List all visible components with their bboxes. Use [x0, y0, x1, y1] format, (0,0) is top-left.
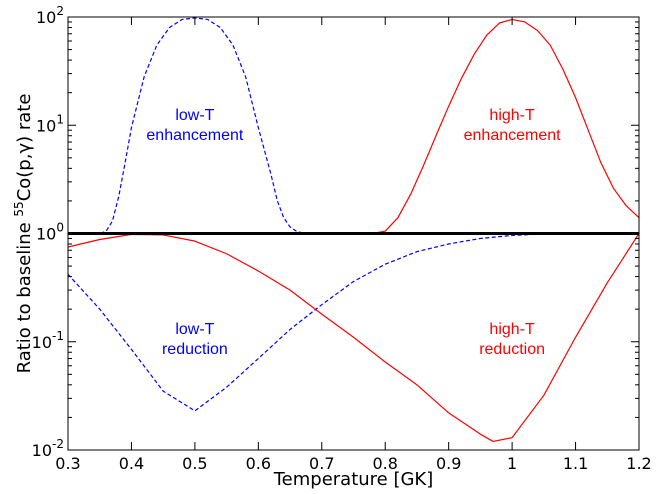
annotation-low-t-enhancement: low-T enhancement: [146, 107, 244, 144]
x-tick-label: 1.1: [563, 454, 588, 473]
series-line-5: [68, 233, 639, 443]
x-tick-label: 0.5: [182, 454, 207, 473]
y-tick-label: 10-2: [32, 437, 64, 460]
y-axis-title-prefix: Ratio to baseline: [14, 217, 35, 374]
y-axis-title: Ratio to baseline 55Co(p,γ) rate: [12, 94, 35, 374]
annotation-high-t-enhancement: high-T enhancement: [464, 107, 562, 144]
y-axis-title-suffix: Co(p,γ) rate: [14, 94, 35, 202]
annotation-low-t-reduction: low-T reduction: [162, 321, 228, 358]
y-tick-label: 101: [36, 112, 64, 135]
x-tick-label: 0.7: [309, 454, 334, 473]
x-tick-label: 0.4: [119, 454, 144, 473]
x-tick-label: 0.9: [436, 454, 461, 473]
y-tick-label: 10-1: [32, 329, 64, 352]
y-tick-label: 100: [36, 221, 64, 244]
x-tick-label: 0.3: [55, 454, 80, 473]
axis-ticks: 10-2 10-1 100 101 102 0.3 0.4 0.5 0.6 0.7 0.8 0.9 1 1…: [32, 4, 652, 473]
annotation-high-t-reduction: high-T reduction: [479, 321, 545, 358]
series-line-3: [68, 232, 639, 412]
annotations: low-T enhancement high-T enhancement low-T re…: [146, 107, 561, 358]
x-axis-title: Temperature [GK]: [273, 469, 434, 490]
y-tick-label: 102: [36, 4, 64, 27]
series-line-4: [68, 18, 639, 235]
x-tick-label: 1: [507, 454, 517, 473]
plot-lines: [68, 17, 639, 443]
x-tick-label: 0.8: [372, 454, 397, 473]
y-axis-title-superscript: 55: [12, 201, 26, 216]
series-line-2: [68, 17, 639, 235]
x-tick-label: 0.6: [246, 454, 271, 473]
x-tick-label: 1.2: [626, 454, 651, 473]
